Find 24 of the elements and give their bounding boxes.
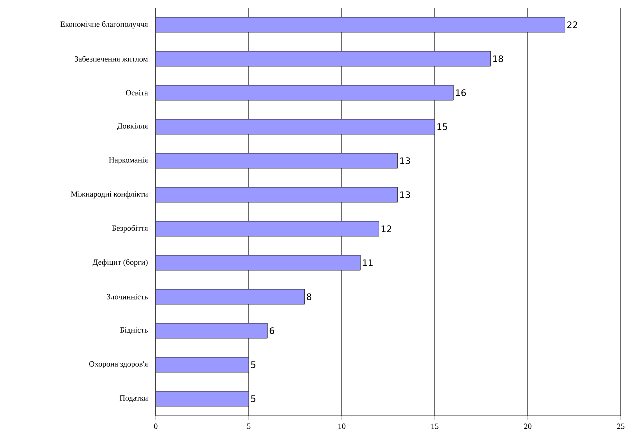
bar [156,221,380,237]
bar [156,51,492,67]
bar [156,187,398,203]
bar [156,17,566,33]
data-label: 15 [438,124,448,130]
bar [156,85,454,101]
data-label: 8 [307,294,312,300]
data-label: 5 [251,396,256,402]
bar [156,289,305,305]
bar [156,391,250,407]
bar [156,323,268,339]
bar [156,255,361,271]
data-label: 6 [270,328,274,334]
data-label: 5 [251,362,256,368]
data-label: 11 [363,260,373,266]
data-label: 12 [382,226,392,232]
data-label: 13 [400,192,410,198]
bar [156,153,398,169]
data-label: 22 [568,22,578,28]
data-label: 18 [493,56,504,62]
bar [156,357,250,373]
data-label: 16 [456,90,466,96]
data-label: 13 [400,158,410,164]
bar [156,119,436,135]
